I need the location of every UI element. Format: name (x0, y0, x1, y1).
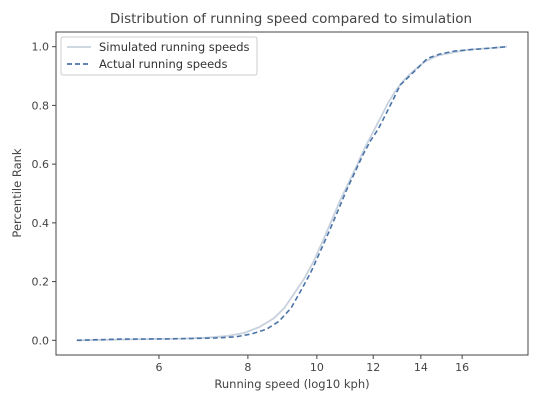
y-tick-label: 0.4 (32, 217, 50, 230)
x-tick-label: 14 (414, 361, 428, 374)
series-lines (76, 45, 508, 342)
legend-label-simulated: Simulated running speeds (99, 40, 250, 54)
x-axis-label: Running speed (log10 kph) (214, 377, 369, 391)
legend-box (60, 36, 258, 76)
x-tick-label: 8 (244, 361, 251, 374)
plot-area (55, 31, 529, 356)
legend: Simulated running speeds Actual running … (60, 36, 258, 76)
legend-label-actual: Actual running speeds (99, 57, 227, 71)
x-tick-label: 10 (310, 361, 324, 374)
y-tick-label: 1.0 (32, 41, 50, 54)
y-tick-label: 0.6 (32, 158, 50, 171)
x-axis: 6 8 10 12 14 16 (155, 355, 469, 374)
x-tick-label: 16 (455, 361, 469, 374)
y-tick-label: 0.2 (32, 276, 50, 289)
y-axis: 0.0 0.2 0.4 0.6 0.8 1.0 (32, 41, 56, 347)
chart-title: Distribution of running speed compared t… (110, 11, 472, 27)
simulated-speeds-line (76, 45, 508, 342)
x-tick-label: 6 (155, 361, 162, 374)
y-tick-label: 0.8 (32, 99, 50, 112)
y-axis-label: Percentile Rank (10, 148, 24, 237)
x-tick-label: 12 (366, 361, 380, 374)
actual-speeds-line (76, 45, 508, 342)
y-tick-label: 0.0 (32, 334, 50, 347)
